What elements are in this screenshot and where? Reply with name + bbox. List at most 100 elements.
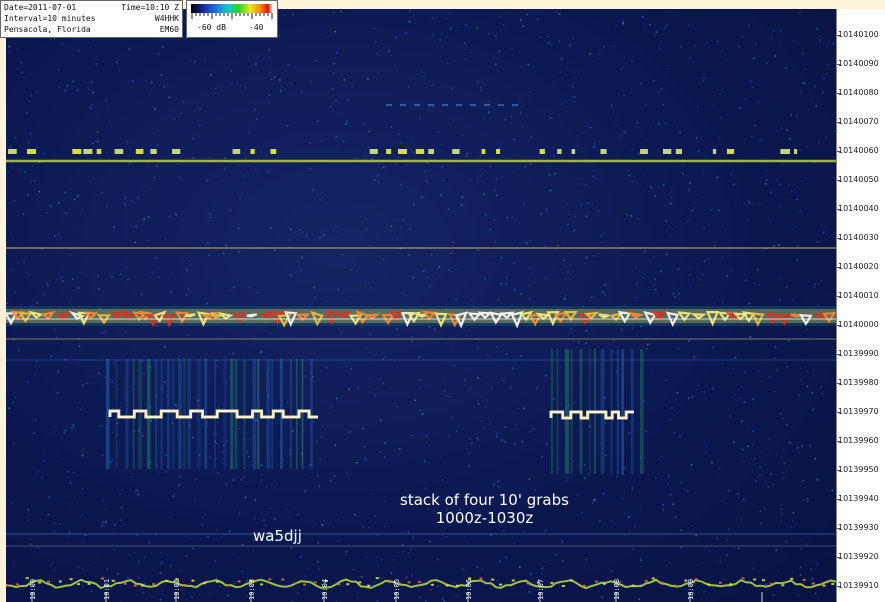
noise-speck (248, 455, 250, 458)
noise-speck (644, 250, 646, 252)
noise-speck (814, 457, 816, 460)
noise-speck (523, 530, 526, 532)
faint-dash (400, 104, 406, 106)
noise-speck (738, 579, 741, 581)
faint-dash (498, 104, 504, 106)
noise-speck (71, 427, 73, 429)
noise-speck (186, 269, 188, 271)
keyed-trace-core (550, 411, 634, 419)
noise-speck (722, 578, 725, 580)
beacon-dot (369, 149, 378, 154)
noise-speck (631, 60, 633, 63)
noise-speck (666, 24, 668, 27)
noise-speck (781, 164, 784, 166)
noise-speck (366, 74, 369, 77)
freq-label: 10140030 (838, 233, 879, 242)
noise-speck (743, 460, 746, 463)
noise-speck (130, 199, 132, 202)
noise-speck (563, 298, 566, 300)
noise-speck (119, 406, 122, 408)
noise-speck (159, 552, 162, 554)
noise-speck (603, 233, 605, 235)
noise-speck (339, 359, 341, 362)
noise-speck (394, 64, 397, 66)
noise-speck (755, 479, 757, 482)
noise-speck (217, 472, 219, 474)
noise-speck (330, 405, 333, 407)
noise-speck (662, 509, 664, 511)
noise-speck (497, 480, 499, 483)
noise-speck (746, 218, 748, 221)
noise-speck (111, 407, 114, 409)
noise-speck (460, 204, 463, 206)
noise-speck (365, 346, 368, 349)
noise-speck (364, 153, 366, 155)
noise-speck (437, 151, 439, 154)
bottom-speck (479, 577, 483, 580)
noise-speck (666, 68, 669, 70)
noise-speck (710, 208, 713, 211)
noise-speck (27, 194, 29, 196)
noise-speck (675, 330, 677, 332)
noise-speck (225, 382, 228, 384)
noise-speck (368, 377, 371, 380)
noise-speck (93, 177, 96, 179)
noise-speck (374, 515, 376, 517)
noise-speck (594, 499, 596, 501)
noise-speck (495, 178, 498, 180)
noise-speck (29, 132, 32, 135)
noise-speck (802, 479, 805, 481)
noise-speck (552, 398, 555, 400)
noise-speck (147, 239, 149, 242)
noise-speck (770, 473, 773, 475)
noise-speck (345, 264, 347, 266)
noise-speck (835, 564, 836, 567)
noise-speck (437, 585, 439, 587)
noise-speck (99, 425, 102, 427)
noise-speck (611, 104, 613, 107)
noise-speck (501, 496, 503, 499)
noise-speck (688, 24, 690, 27)
noise-speck (669, 202, 672, 205)
beacon-dot (780, 149, 790, 154)
noise-speck (279, 79, 281, 81)
noise-speck (666, 253, 668, 256)
noise-speck (158, 53, 160, 55)
noise-speck (620, 67, 623, 70)
noise-speck (143, 583, 146, 585)
noise-speck (259, 352, 262, 355)
noise-speck (429, 285, 431, 287)
colorbar-legend: -60 dB -40 (186, 0, 278, 38)
noise-speck (493, 472, 495, 475)
noise-speck (623, 512, 625, 514)
noise-speck (442, 535, 444, 537)
noise-speck (81, 454, 84, 457)
noise-speck (579, 183, 581, 185)
noise-speck (640, 559, 642, 561)
noise-speck (151, 271, 153, 274)
noise-speck (369, 333, 371, 335)
noise-speck (457, 268, 459, 270)
freq-tick (837, 528, 841, 529)
noise-speck (32, 432, 35, 435)
noise-speck (330, 106, 332, 108)
noise-speck (511, 48, 513, 50)
noise-speck (745, 279, 747, 282)
noise-speck (430, 589, 432, 591)
noise-speck (194, 60, 196, 63)
noise-speck (210, 592, 212, 595)
noise-speck (794, 337, 796, 339)
noise-speck (529, 266, 531, 269)
noise-speck (794, 40, 796, 42)
noise-speck (178, 163, 180, 165)
noise-speck (82, 451, 84, 453)
noise-speck (293, 540, 295, 542)
noise-speck (98, 372, 101, 375)
noise-speck (435, 278, 437, 280)
noise-speck (423, 75, 425, 78)
noise-speck (497, 518, 499, 521)
noise-speck (164, 532, 166, 534)
noise-speck (115, 434, 118, 436)
noise-speck (423, 581, 425, 584)
noise-speck (722, 499, 724, 502)
